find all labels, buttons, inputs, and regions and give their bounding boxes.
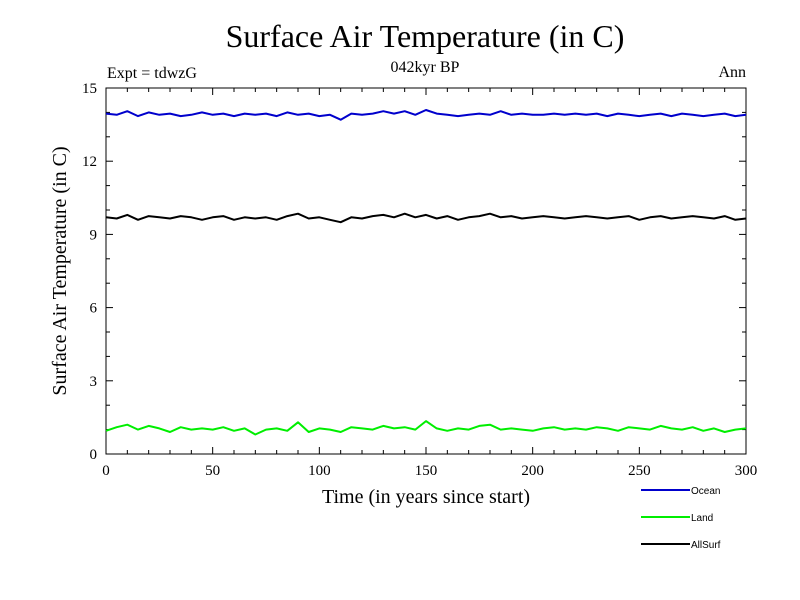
season-label: Ann [718, 64, 746, 81]
x-axis-label: Time (in years since start) [322, 486, 530, 508]
series-line-ocean [105, 109, 747, 121]
x-tick-label: 300 [735, 463, 758, 479]
legend-label-allsurf: AllSurf [691, 540, 721, 551]
legend-label-land: Land [691, 513, 713, 524]
axis-ticks: 0 50 100 150 200 250 300 0 3 6 9 12 15 [82, 81, 757, 479]
legend: Ocean Land AllSurf [641, 486, 721, 551]
y-tick-label: 12 [82, 154, 97, 170]
x-tick-label: 200 [521, 463, 544, 479]
series-line-allsurf [105, 212, 747, 224]
y-tick-label: 0 [90, 447, 98, 463]
y-tick-label: 3 [90, 374, 98, 390]
y-tick-label: 15 [82, 81, 97, 97]
y-tick-label: 9 [90, 227, 98, 243]
x-tick-label: 150 [415, 463, 438, 479]
legend-label-ocean: Ocean [691, 486, 720, 497]
x-tick-label: 50 [205, 463, 220, 479]
plot-frame [105, 87, 747, 455]
series-lines [105, 109, 747, 436]
x-tick-label: 0 [102, 463, 110, 479]
y-axis-label: Surface Air Temperature (in C) [49, 146, 71, 395]
series-line-land [105, 420, 747, 436]
x-tick-label: 100 [308, 463, 331, 479]
x-tick-label: 250 [628, 463, 651, 479]
chart-subtitle: 042kyr BP [391, 59, 460, 76]
chart-title: Surface Air Temperature (in C) [226, 18, 625, 54]
y-tick-label: 6 [90, 301, 98, 317]
experiment-label: Expt = tdwzG [107, 65, 197, 82]
